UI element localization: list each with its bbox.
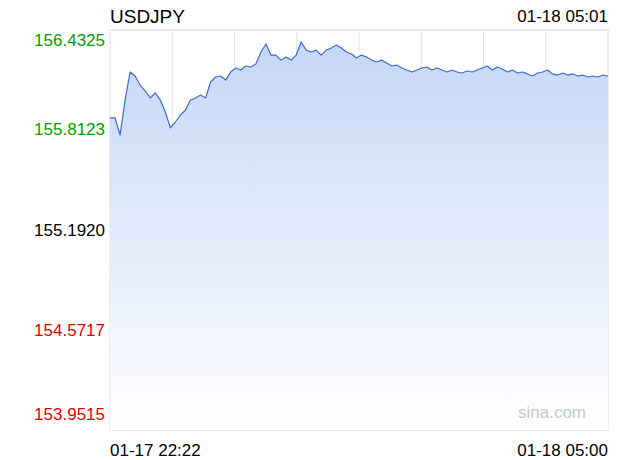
y-tick-label: 153.9515 [34, 405, 105, 424]
timestamp: 01-18 05:01 [517, 7, 608, 26]
y-tick-label: 155.8123 [34, 120, 105, 139]
y-grid-line [110, 30, 608, 31]
x-tick-label: 01-18 05:00 [517, 441, 608, 460]
y-tick-label: 154.5717 [34, 321, 105, 340]
chart: 153.9515 154.5717 155.1920 155.8123 156.4325… [0, 0, 620, 460]
y-tick-label: 155.1920 [34, 221, 105, 240]
plot-frame [110, 30, 608, 430]
watermark: sina.com [518, 403, 586, 422]
title: USDJPY [110, 6, 185, 27]
price-line [110, 42, 608, 135]
y-tick-label: 156.4325 [34, 31, 105, 50]
plot-area [110, 42, 608, 430]
x-tick-label: 01-17 22:22 [110, 441, 201, 460]
price-area [110, 42, 608, 430]
